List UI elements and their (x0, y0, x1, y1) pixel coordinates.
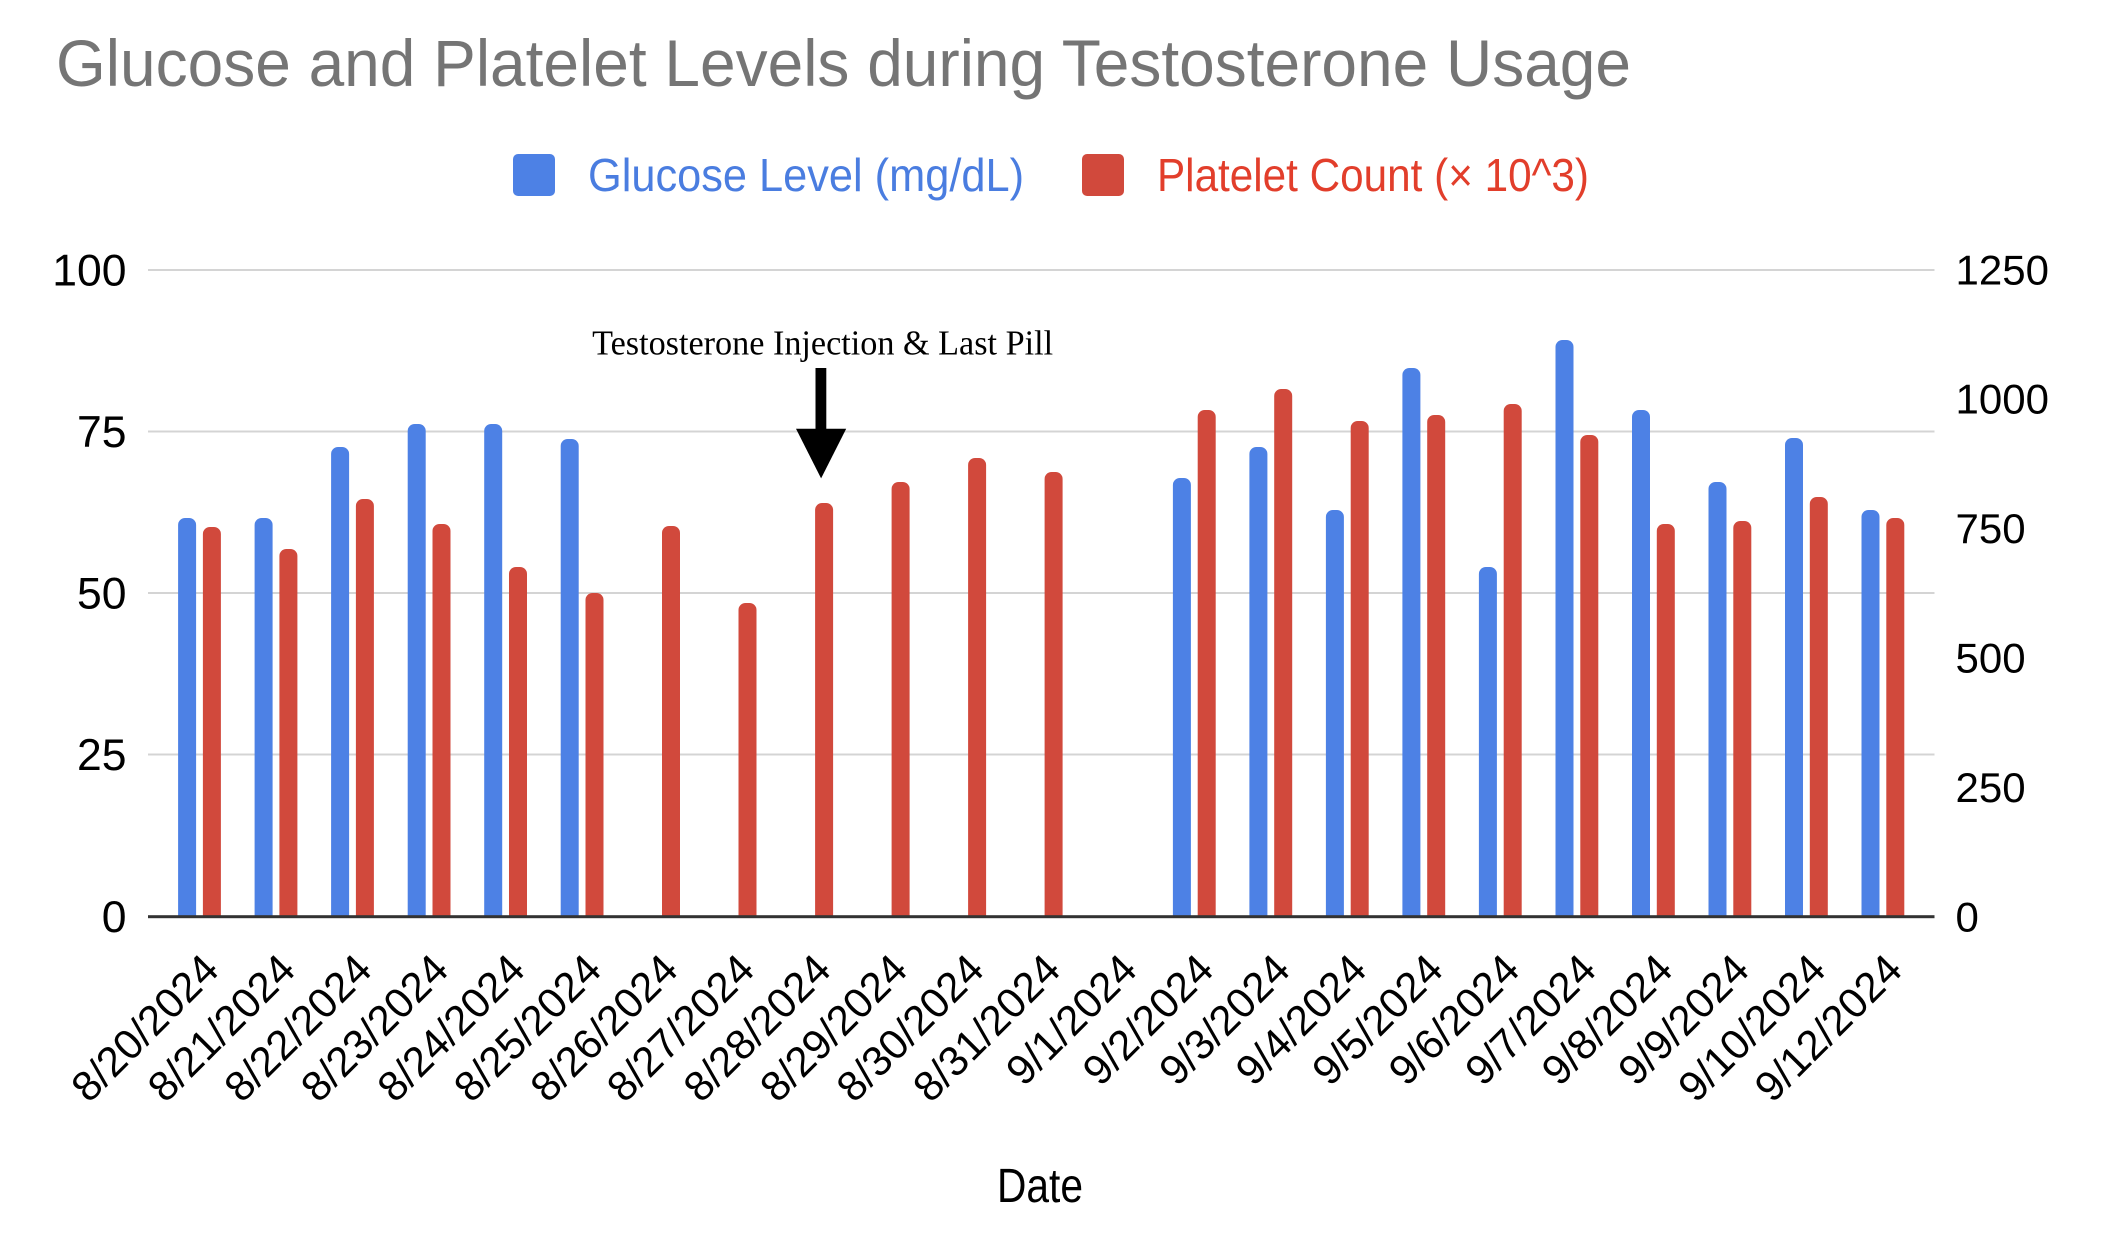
svg-text:1000: 1000 (1956, 376, 2049, 423)
svg-text:500: 500 (1956, 635, 2026, 682)
svg-text:Date: Date (997, 1160, 1083, 1213)
svg-text:100: 100 (52, 247, 126, 296)
svg-text:Testosterone Injection & Last: Testosterone Injection & Last Pill (592, 324, 1053, 363)
svg-text:750: 750 (1956, 505, 2026, 552)
svg-text:75: 75 (77, 408, 127, 457)
svg-text:250: 250 (1956, 764, 2026, 811)
svg-text:0: 0 (1956, 894, 1979, 941)
svg-text:Platelet Count (× 10^3): Platelet Count (× 10^3) (1157, 149, 1589, 201)
svg-text:25: 25 (77, 731, 127, 780)
svg-text:Glucose Level (mg/dL): Glucose Level (mg/dL) (588, 149, 1024, 201)
svg-text:1250: 1250 (1956, 247, 2049, 294)
svg-text:0: 0 (102, 893, 127, 942)
svg-text:50: 50 (77, 570, 127, 619)
svg-text:Glucose and Platelet Levels du: Glucose and Platelet Levels during Testo… (56, 26, 1631, 100)
